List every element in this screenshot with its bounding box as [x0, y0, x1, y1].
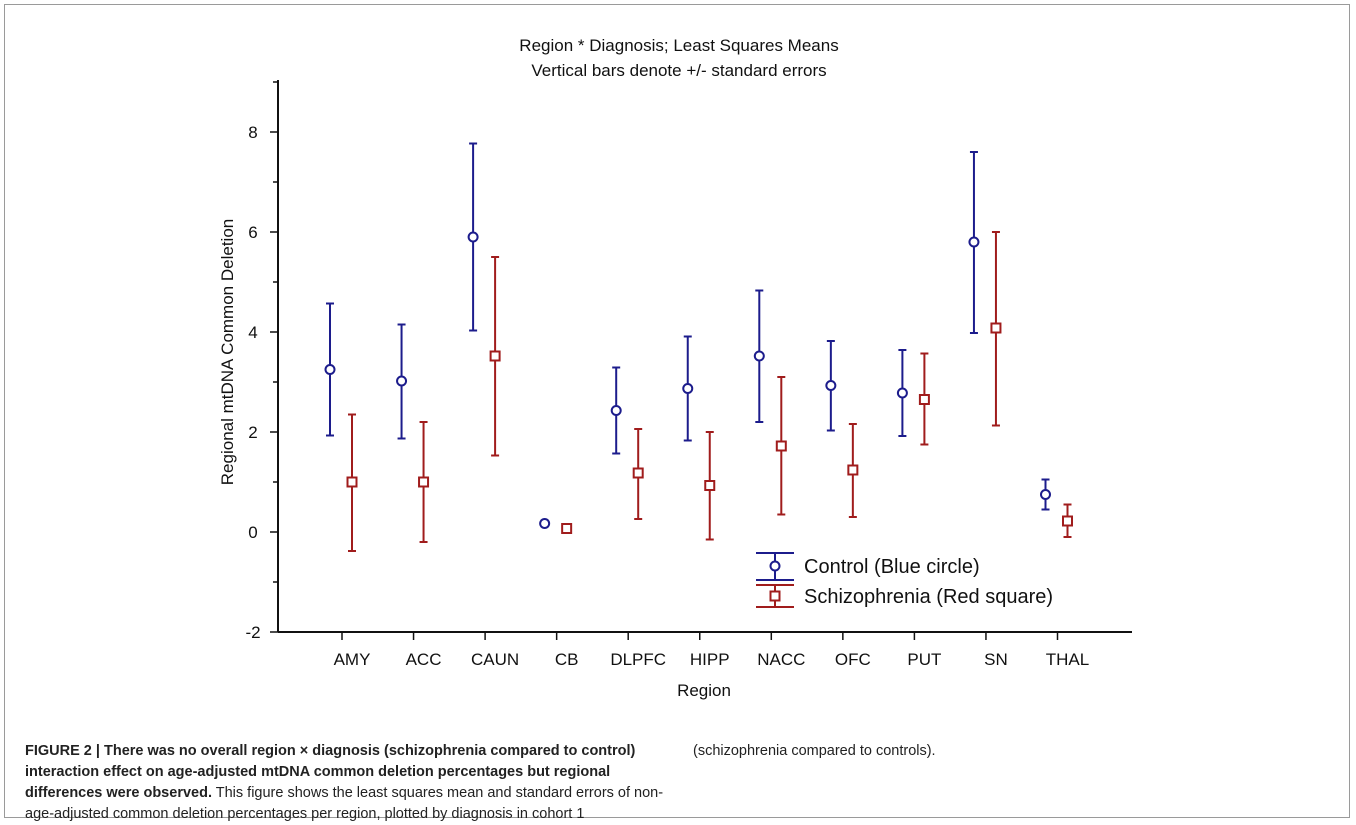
x-tick-label: ACC: [406, 650, 442, 669]
chart: Region * Diagnosis; Least Squares Means …: [218, 36, 1132, 700]
y-axis-label: Regional mtDNA Common Deletion: [218, 219, 237, 485]
control-point: [610, 405, 622, 416]
schizophrenia-point: [418, 476, 430, 488]
control-point: [682, 383, 694, 394]
x-tick-label: PUT: [907, 650, 941, 669]
x-tick-label: OFC: [835, 650, 871, 669]
x-tick-label: DLPFC: [610, 650, 666, 669]
control-point: [968, 236, 980, 248]
caption-text: This figure shows the least squares mean…: [25, 785, 664, 822]
control-point: [825, 380, 837, 391]
caption-bold: FIGURE 2 | There was no overall region ×…: [25, 743, 636, 801]
control-point: [539, 518, 551, 529]
schizophrenia-point: [704, 480, 716, 491]
control-point: [753, 350, 765, 362]
legend-schizophrenia-marker: [769, 590, 781, 602]
legend-control-label: Control (Blue circle): [804, 556, 980, 578]
schizophrenia-point: [1062, 515, 1073, 527]
schizophrenia-point: [561, 523, 573, 534]
y-tick-label: 0: [248, 523, 257, 542]
schizophrenia-point: [489, 350, 501, 362]
schizophrenia-point: [632, 467, 644, 479]
control-point: [1040, 489, 1051, 500]
x-tick-label: CB: [555, 650, 579, 669]
x-tick-label: NACC: [757, 650, 805, 669]
schizophrenia-point: [847, 464, 859, 476]
x-tick-label: THAL: [1046, 650, 1089, 669]
legend: Control (Blue circle) Schizophrenia (Red…: [756, 552, 1053, 608]
control-point: [467, 231, 479, 243]
chart-subtitle: Vertical bars denote +/- standard errors: [531, 61, 826, 80]
control-point: [396, 375, 408, 387]
control-point: [324, 364, 336, 375]
y-tick-label: 6: [248, 223, 257, 242]
y-tick-label: -2: [245, 623, 260, 642]
caption-right-continuation: (schizophrenia compared to controls).: [693, 743, 936, 759]
x-tick-label: SN: [984, 650, 1008, 669]
x-tick-label: HIPP: [690, 650, 730, 669]
control-point: [896, 387, 908, 399]
y-tick-label: 8: [248, 123, 257, 142]
legend-control-marker: [769, 560, 781, 572]
x-tick-label: CAUN: [471, 650, 519, 669]
x-tick-label: AMY: [334, 650, 371, 669]
schizophrenia-point: [918, 394, 930, 405]
figure-frame: [4, 4, 1350, 818]
y-tick-label: 4: [248, 323, 257, 342]
legend-schizophrenia-label: Schizophrenia (Red square): [804, 586, 1053, 608]
plot-layer: -2 0 2 4 6 8 AMY ACC CAUN CB DLPFC HIPP NACC OFC PUT SN…: [245, 81, 1089, 669]
schizophrenia-point: [990, 322, 1002, 334]
schizophrenia-point: [346, 476, 358, 488]
chart-title: Region * Diagnosis; Least Squares Means: [519, 36, 838, 55]
caption-left: FIGURE 2 | There was no overall region ×…: [25, 741, 675, 825]
x-axis-label: Region: [677, 681, 731, 700]
y-tick-label: 2: [248, 423, 257, 442]
schizophrenia-point: [775, 440, 787, 452]
